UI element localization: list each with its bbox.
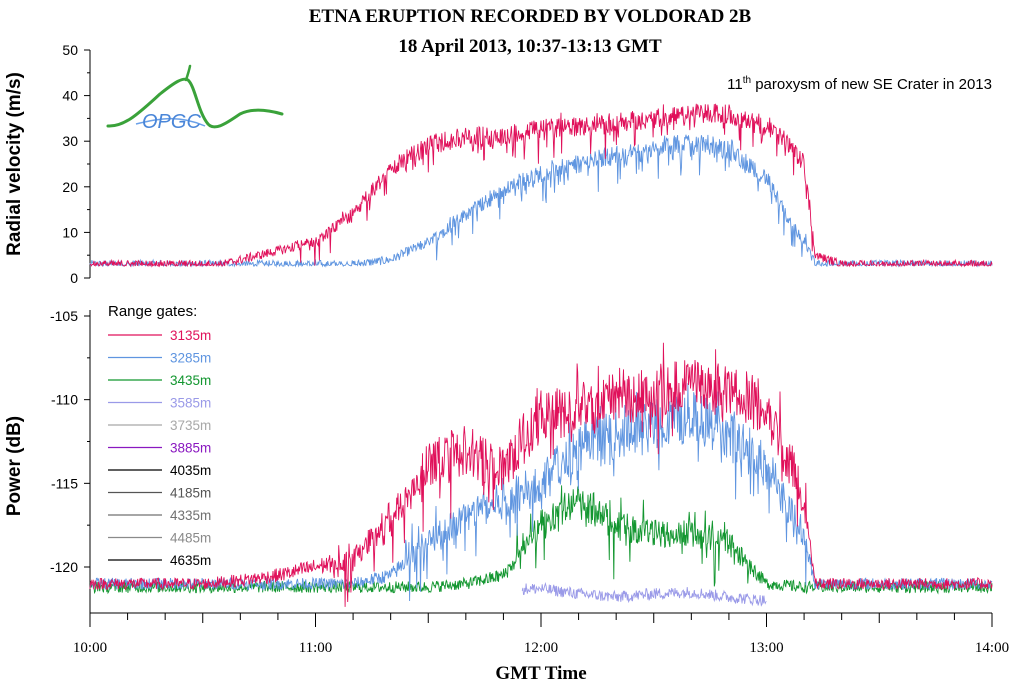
y-tick-label: 50 [62, 42, 78, 58]
velocity-y-ticks: 0 10 20 30 40 50 [62, 42, 90, 286]
x-axis-title: GMT Time [495, 663, 586, 684]
power-series [89, 342, 993, 607]
range-gates-legend: Range gates: 3135m 3285m 3435m 3585m 3735m 38… [108, 303, 211, 568]
x-tick-label: 10:00 [73, 640, 107, 656]
x-axis-ticks: 10:00 11:00 12:00 13:00 14:00 [73, 613, 1009, 656]
chart-title-line1: ETNA ERUPTION RECORDED BY VOLDORAD 2B [309, 6, 752, 27]
velocity-panel: 0 10 20 30 40 50 Radial velocity (m/s) [4, 42, 993, 286]
legend-label: 3135m [170, 328, 211, 343]
y-tick-label: 40 [62, 88, 78, 104]
power-panel: -120 -115 -110 -105 Power (dB) [4, 308, 993, 613]
power-y-label: Power (dB) [4, 416, 25, 516]
annotation-number: 11 [727, 76, 743, 93]
chart-title-line2: 18 April 2013, 10:37-13:13 GMT [398, 36, 662, 57]
x-tick-label: 14:00 [975, 640, 1009, 656]
annotation-text: 11th paroxysm of new SE Crater in 2013 [727, 75, 992, 93]
series-line-3135m [89, 342, 993, 607]
x-tick-label: 11:00 [299, 640, 333, 656]
logo-swoosh-blue [135, 117, 206, 127]
y-tick-label: -115 [51, 475, 78, 491]
opgc-logo: OPGC [106, 64, 284, 133]
legend-title: Range gates: [108, 303, 197, 320]
y-tick-label: 30 [62, 133, 78, 149]
series-line-3585m [521, 582, 767, 607]
legend-label: 4185m [170, 486, 211, 501]
y-tick-label: 0 [70, 270, 78, 286]
x-tick-label: 13:00 [749, 640, 783, 656]
y-tick-label: -120 [50, 559, 78, 575]
velocity-series [89, 103, 993, 268]
legend-label: 3435m [170, 373, 211, 388]
y-tick-label: -105 [50, 308, 78, 324]
power-y-ticks: -120 -115 -110 -105 [50, 308, 90, 575]
legend-label: 4335m [170, 508, 211, 523]
logo-text: OPGC [142, 111, 201, 133]
logo-swoosh [106, 77, 284, 129]
y-tick-label: 20 [62, 179, 78, 195]
annotation-superscript: th [743, 75, 751, 86]
time-x-axis: 10:00 11:00 12:00 13:00 14:00 GMT Time [73, 612, 1009, 684]
logo-swoosh-tip [184, 64, 192, 82]
annotation-rest: paroxysm of new SE Crater in 2013 [751, 76, 992, 93]
y-tick-label: 10 [62, 224, 78, 240]
velocity-y-label: Radial velocity (m/s) [4, 72, 25, 256]
legend-label: 3585m [170, 396, 211, 411]
legend-label: 4485m [170, 531, 211, 546]
legend-items: 3135m 3285m 3435m 3585m 3735m 3885m 4035m 4185m… [108, 328, 211, 568]
legend-label: 4035m [170, 463, 211, 478]
series-line-3135m [89, 103, 993, 268]
x-tick-label: 12:00 [524, 640, 558, 656]
legend-label: 3735m [170, 418, 211, 433]
legend-label: 3885m [170, 441, 211, 456]
legend-label: 3285m [170, 351, 211, 366]
y-tick-label: -110 [51, 392, 78, 408]
series-line-3285m [89, 134, 993, 268]
series-line-3285m [89, 383, 993, 602]
legend-label: 4635m [170, 553, 211, 568]
